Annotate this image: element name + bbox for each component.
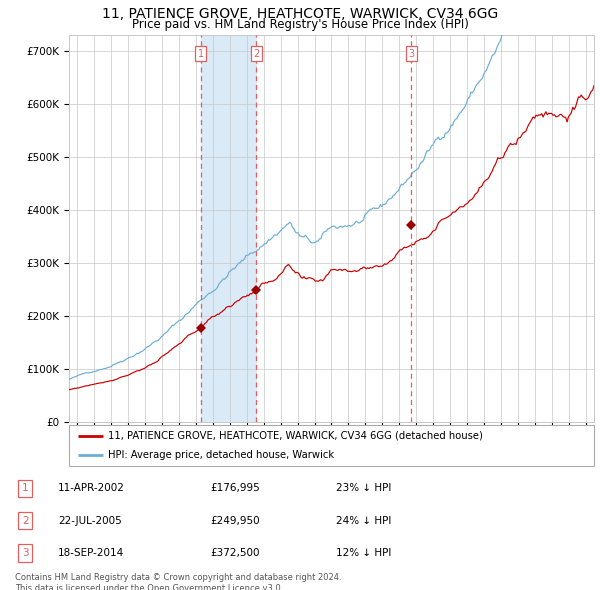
Text: 11-APR-2002: 11-APR-2002 bbox=[58, 483, 125, 493]
Text: HPI: Average price, detached house, Warwick: HPI: Average price, detached house, Warw… bbox=[109, 450, 335, 460]
FancyBboxPatch shape bbox=[69, 425, 594, 466]
Text: 24% ↓ HPI: 24% ↓ HPI bbox=[336, 516, 391, 526]
Text: £372,500: £372,500 bbox=[210, 548, 259, 558]
Text: Price paid vs. HM Land Registry's House Price Index (HPI): Price paid vs. HM Land Registry's House … bbox=[131, 18, 469, 31]
Text: 3: 3 bbox=[22, 548, 29, 558]
Text: 2: 2 bbox=[22, 516, 29, 526]
Text: 11, PATIENCE GROVE, HEATHCOTE, WARWICK, CV34 6GG: 11, PATIENCE GROVE, HEATHCOTE, WARWICK, … bbox=[102, 7, 498, 21]
Text: Contains HM Land Registry data © Crown copyright and database right 2024.
This d: Contains HM Land Registry data © Crown c… bbox=[15, 573, 341, 590]
Text: 12% ↓ HPI: 12% ↓ HPI bbox=[336, 548, 391, 558]
Text: 2: 2 bbox=[253, 49, 259, 59]
Text: 11, PATIENCE GROVE, HEATHCOTE, WARWICK, CV34 6GG (detached house): 11, PATIENCE GROVE, HEATHCOTE, WARWICK, … bbox=[109, 431, 483, 441]
Text: 3: 3 bbox=[409, 49, 415, 59]
Text: £176,995: £176,995 bbox=[210, 483, 260, 493]
Bar bbox=[200, 35, 256, 422]
Text: 18-SEP-2014: 18-SEP-2014 bbox=[58, 548, 124, 558]
Text: 23% ↓ HPI: 23% ↓ HPI bbox=[336, 483, 391, 493]
Text: £249,950: £249,950 bbox=[210, 516, 259, 526]
Text: 1: 1 bbox=[197, 49, 204, 59]
Text: 22-JUL-2005: 22-JUL-2005 bbox=[58, 516, 122, 526]
Text: 1: 1 bbox=[22, 483, 29, 493]
